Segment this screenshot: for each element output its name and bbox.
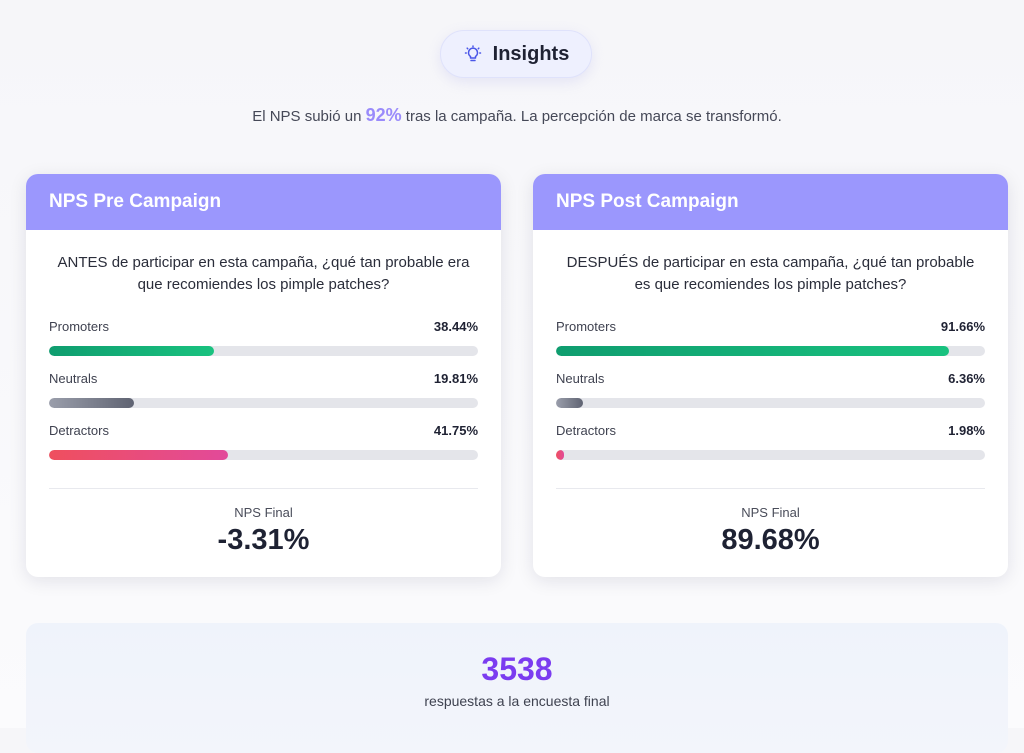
lightbulb-icon <box>463 44 483 64</box>
response-count-label: respuestas a la encuesta final <box>424 693 610 709</box>
progress-fill <box>556 346 950 356</box>
metric-value: 19.81% <box>433 371 478 386</box>
card-title: NPS Pre Campaign <box>26 174 501 230</box>
metric-label: Promoters <box>49 319 109 334</box>
response-count: 3538 <box>481 651 553 687</box>
metric-label: Detractors <box>556 423 616 438</box>
progress-fill <box>49 450 229 460</box>
metric-promoters: Promoters 91.66% <box>556 318 985 370</box>
progress-track <box>49 346 478 356</box>
card-title: NPS Post Campaign <box>533 174 1008 230</box>
progress-track <box>49 398 478 408</box>
summary-highlight: 92% <box>365 105 402 125</box>
metric-neutrals: Neutrals 6.36% <box>556 370 985 422</box>
metrics-list: Promoters 38.44% Neutrals 19.81% Detract… <box>49 318 478 474</box>
summary-after: tras la campaña. La percepción de marca … <box>401 108 782 125</box>
nps-final-label: NPS Final <box>741 505 800 520</box>
nps-final-value: 89.68% <box>721 524 820 556</box>
survey-question: ANTES de participar en esta campaña, ¿qu… <box>57 254 470 293</box>
divider <box>49 488 478 489</box>
insights-badge: Insights <box>440 30 592 78</box>
metric-label: Neutrals <box>556 371 605 386</box>
metric-value: 38.44% <box>433 319 478 334</box>
progress-track <box>556 450 985 460</box>
summary-before: El NPS subió un <box>252 108 366 125</box>
progress-fill <box>556 450 565 460</box>
metric-value: 1.98% <box>948 423 985 438</box>
metric-value: 41.75% <box>433 423 478 438</box>
metric-label: Neutrals <box>49 371 98 386</box>
nps-post-card: NPS Post Campaign DESPUÉS de participar … <box>533 174 1008 577</box>
insights-title: Insights <box>492 42 570 65</box>
nps-final-value: -3.31% <box>217 524 310 556</box>
divider <box>556 488 985 489</box>
metric-detractors: Detractors 1.98% <box>556 422 985 474</box>
metric-neutrals: Neutrals 19.81% <box>49 370 478 422</box>
metric-detractors: Detractors 41.75% <box>49 422 478 474</box>
metrics-list: Promoters 91.66% Neutrals 6.36% Detracto… <box>556 318 985 474</box>
metric-value: 91.66% <box>940 319 985 334</box>
nps-final-label: NPS Final <box>234 505 293 520</box>
survey-question: DESPUÉS de participar en esta campaña, ¿… <box>566 254 975 293</box>
nps-pre-card: NPS Pre Campaign ANTES de participar en … <box>26 174 501 577</box>
metric-label: Detractors <box>49 423 109 438</box>
progress-track <box>49 450 478 460</box>
summary-text: El NPS subió un 92% tras la campaña. La … <box>0 105 1024 126</box>
progress-track <box>556 398 985 408</box>
progress-fill <box>556 398 584 408</box>
progress-fill <box>49 398 134 408</box>
progress-fill <box>49 346 214 356</box>
progress-track <box>556 346 985 356</box>
metric-promoters: Promoters 38.44% <box>49 318 478 370</box>
metric-value: 6.36% <box>948 371 985 386</box>
metric-label: Promoters <box>556 319 616 334</box>
responses-panel: 3538 respuestas a la encuesta final <box>26 623 1008 753</box>
